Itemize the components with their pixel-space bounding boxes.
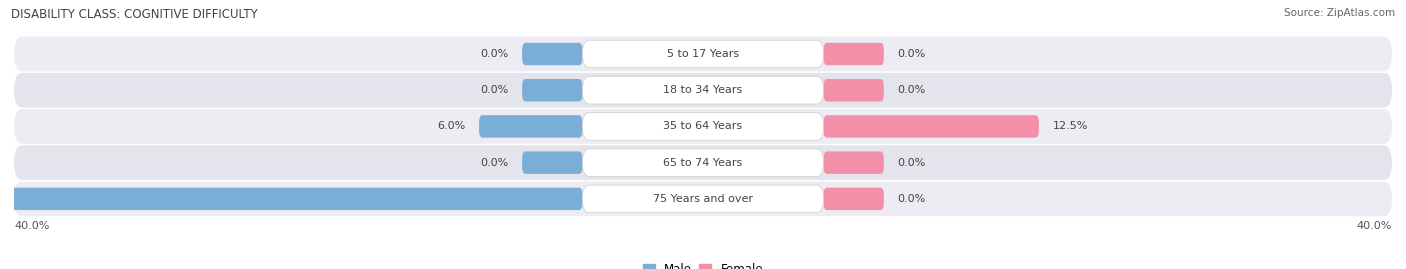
FancyBboxPatch shape [582,113,824,140]
FancyBboxPatch shape [582,76,824,104]
FancyBboxPatch shape [8,188,582,210]
FancyBboxPatch shape [14,145,1392,180]
FancyBboxPatch shape [824,188,884,210]
FancyBboxPatch shape [824,115,1039,138]
Text: 0.0%: 0.0% [897,85,927,95]
Text: 75 Years and over: 75 Years and over [652,194,754,204]
Text: Source: ZipAtlas.com: Source: ZipAtlas.com [1284,8,1395,18]
Text: 6.0%: 6.0% [437,121,465,132]
FancyBboxPatch shape [824,43,884,65]
FancyBboxPatch shape [582,40,824,68]
Text: 18 to 34 Years: 18 to 34 Years [664,85,742,95]
FancyBboxPatch shape [14,182,1392,216]
Text: 40.0%: 40.0% [1357,221,1392,231]
Text: 35 to 64 Years: 35 to 64 Years [664,121,742,132]
FancyBboxPatch shape [824,151,884,174]
FancyBboxPatch shape [582,149,824,176]
Text: 0.0%: 0.0% [479,85,509,95]
Legend: Male, Female: Male, Female [638,258,768,269]
FancyBboxPatch shape [14,37,1392,71]
Text: 0.0%: 0.0% [479,158,509,168]
FancyBboxPatch shape [522,151,582,174]
FancyBboxPatch shape [14,109,1392,144]
FancyBboxPatch shape [824,79,884,101]
FancyBboxPatch shape [479,115,582,138]
FancyBboxPatch shape [522,43,582,65]
FancyBboxPatch shape [582,185,824,213]
Text: 5 to 17 Years: 5 to 17 Years [666,49,740,59]
FancyBboxPatch shape [14,73,1392,108]
Text: 65 to 74 Years: 65 to 74 Years [664,158,742,168]
Text: 0.0%: 0.0% [479,49,509,59]
Text: 0.0%: 0.0% [897,158,927,168]
Text: 0.0%: 0.0% [897,194,927,204]
Text: 0.0%: 0.0% [897,49,927,59]
Text: DISABILITY CLASS: COGNITIVE DIFFICULTY: DISABILITY CLASS: COGNITIVE DIFFICULTY [11,8,257,21]
Text: 12.5%: 12.5% [1053,121,1088,132]
Text: 40.0%: 40.0% [14,221,49,231]
FancyBboxPatch shape [522,79,582,101]
